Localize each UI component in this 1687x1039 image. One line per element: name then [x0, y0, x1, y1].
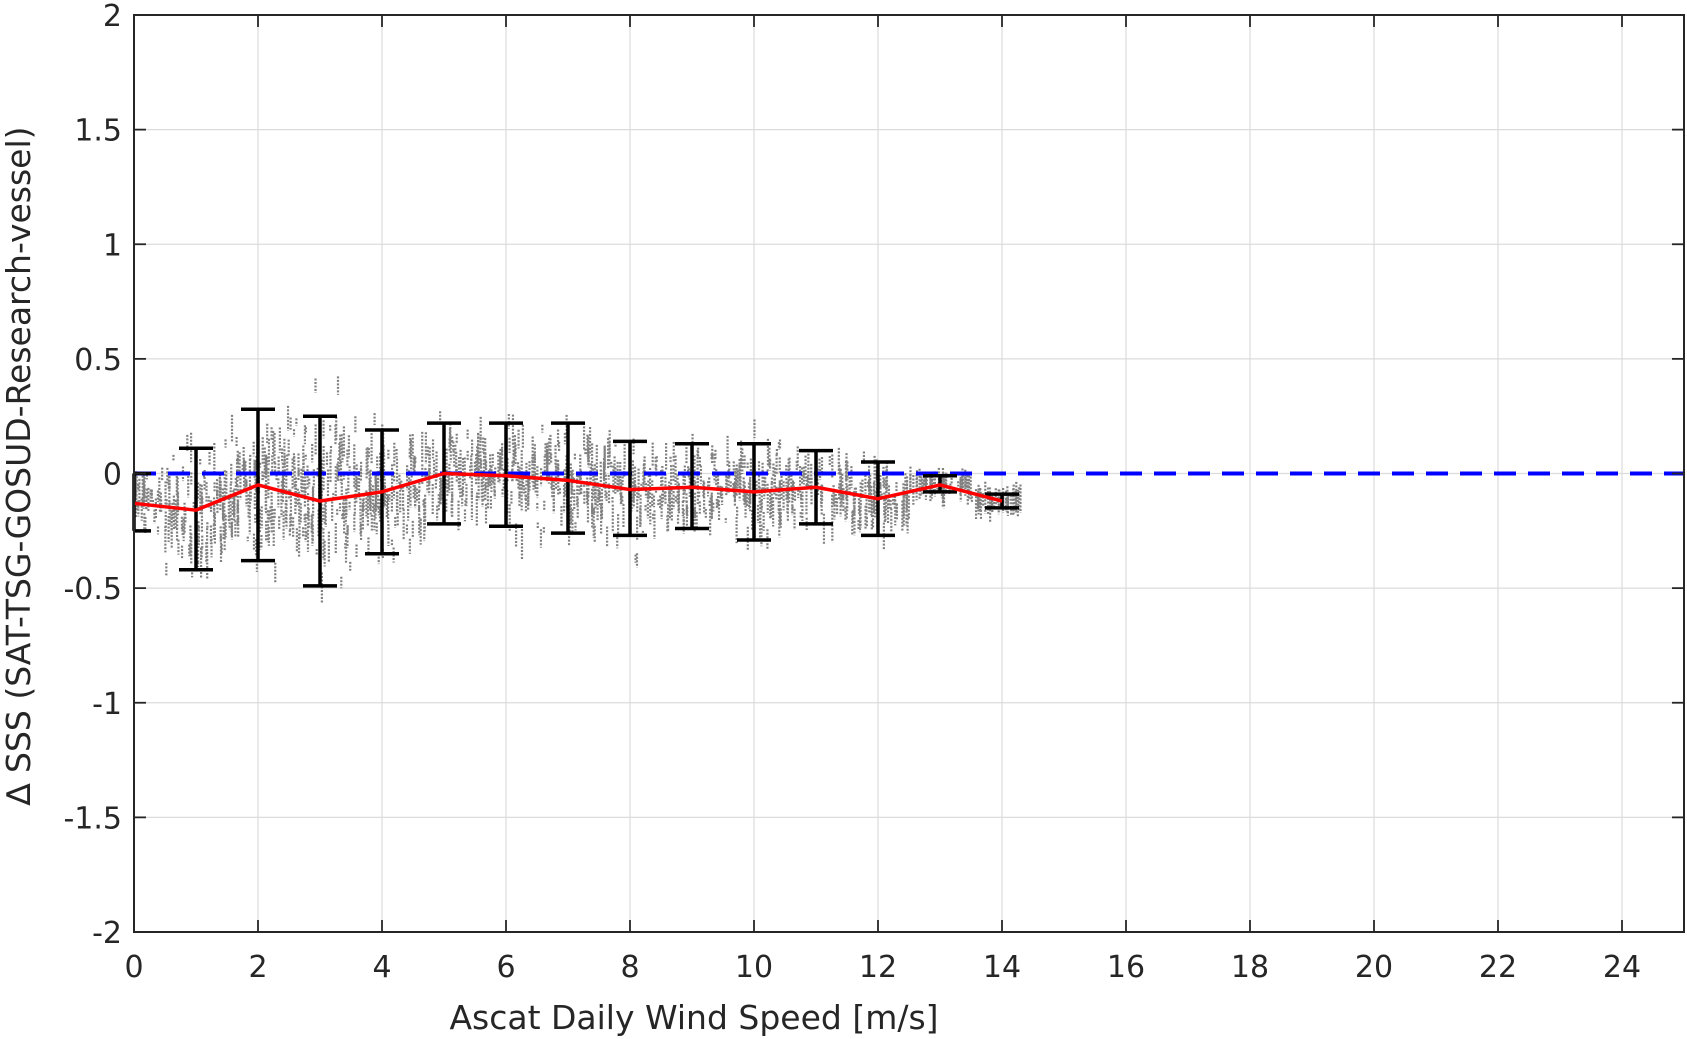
- mean-line: [133, 471, 1003, 512]
- y-tick-label: 0: [103, 458, 122, 493]
- x-axis-label: Ascat Daily Wind Speed [m/s]: [449, 998, 938, 1037]
- x-tick-label: 4: [372, 950, 391, 985]
- y-tick-label: -1.5: [63, 801, 122, 836]
- error-bars: [132, 407, 1019, 588]
- y-tick-labels: -2 -1.5 -1 -0.5 0 0.5 1 1.5 2: [63, 0, 122, 951]
- x-tick-label: 24: [1603, 950, 1641, 985]
- axes-box: [133, 14, 1685, 933]
- x-tick-label: 18: [1231, 950, 1269, 985]
- x-tick-label: 2: [248, 950, 267, 985]
- x-tick-label: 6: [496, 950, 515, 985]
- y-axis-label: ∆ SSS (SAT-TSG-GOSUD-Research-vessel): [0, 126, 38, 806]
- x-tick-label: 8: [620, 950, 639, 985]
- x-tick-label: 14: [983, 950, 1021, 985]
- y-tick-label: 2: [103, 0, 122, 34]
- y-tick-label: 0.5: [74, 343, 122, 378]
- x-tick-label: 16: [1107, 950, 1145, 985]
- y-tick-label: 1: [103, 228, 122, 263]
- x-tick-label: 20: [1355, 950, 1393, 985]
- x-tick-label: 12: [859, 950, 897, 985]
- x-tick-label: 22: [1479, 950, 1517, 985]
- y-tick-label: -2: [92, 916, 122, 951]
- x-tick-labels: 0 2 4 6 8 10 12 14 16 18 20 22 24: [124, 950, 1641, 985]
- x-tick-label: 10: [735, 950, 773, 985]
- mean-line-path: [133, 471, 1003, 512]
- y-tick-label: 1.5: [74, 114, 122, 149]
- x-tick-label: 0: [124, 950, 143, 985]
- y-tick-label: -0.5: [63, 572, 122, 607]
- error-bar: [551, 421, 585, 535]
- y-tick-label: -1: [92, 687, 122, 722]
